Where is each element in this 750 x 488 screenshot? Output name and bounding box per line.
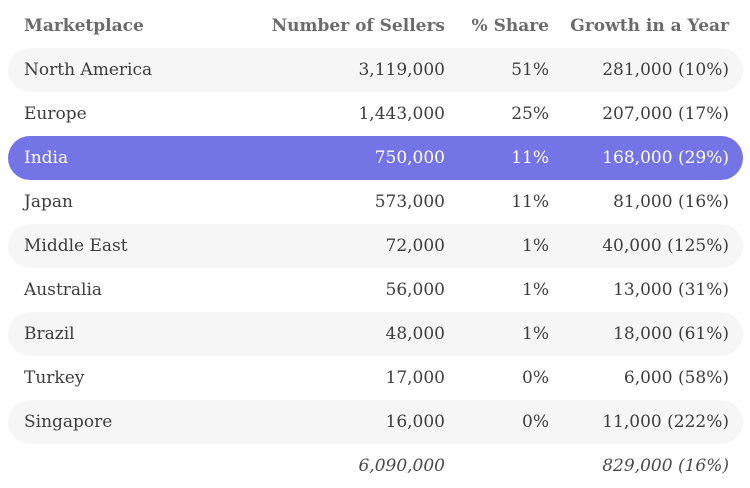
cell-sellers: 16,000 [385,412,445,432]
cell-growth: 168,000 (29%) [602,148,729,168]
table-row-australia: Australia 56,000 1% 13,000 (31%) [8,268,743,312]
cell-sellers: 1,443,000 [358,104,445,124]
cell-marketplace: Australia [24,280,103,300]
total-growth: 829,000 (16%) [602,456,729,476]
cell-sellers: 17,000 [385,368,445,388]
total-sellers: 6,090,000 [358,456,445,476]
cell-growth: 18,000 (61%) [613,324,729,344]
header-share: % Share [471,16,550,36]
cell-sellers: 72,000 [385,236,445,256]
cell-growth: 81,000 (16%) [613,192,729,212]
cell-growth: 281,000 (10%) [602,60,729,80]
cell-marketplace: Brazil [24,324,75,344]
cell-growth: 6,000 (58%) [623,368,729,388]
table-row-singapore: Singapore 16,000 0% 11,000 (222%) [8,400,743,444]
cell-sellers: 750,000 [374,148,445,168]
header-number-of-sellers: Number of Sellers [271,16,445,36]
cell-sellers: 3,119,000 [358,60,445,80]
cell-marketplace: Japan [24,192,73,212]
table-row-brazil: Brazil 48,000 1% 18,000 (61%) [8,312,743,356]
cell-marketplace: India [24,148,69,168]
table-header-row: Marketplace Number of Sellers % Share Gr… [8,4,743,48]
cell-share: 11% [511,192,549,212]
header-growth: Growth in a Year [570,16,729,36]
cell-share: 25% [511,104,549,124]
table-totals-row: 6,090,000 829,000 (16%) [8,444,743,488]
header-marketplace: Marketplace [24,16,144,36]
cell-marketplace: North America [24,60,153,80]
cell-growth: 40,000 (125%) [602,236,729,256]
cell-growth: 13,000 (31%) [613,280,729,300]
cell-share: 1% [522,280,549,300]
cell-share: 51% [511,60,549,80]
cell-marketplace: Turkey [24,368,85,388]
cell-share: 1% [522,236,549,256]
table-row-europe: Europe 1,443,000 25% 207,000 (17%) [8,92,743,136]
cell-growth: 207,000 (17%) [602,104,729,124]
cell-share: 0% [522,412,549,432]
cell-sellers: 573,000 [374,192,445,212]
cell-marketplace: Europe [24,104,87,124]
cell-sellers: 48,000 [385,324,445,344]
cell-share: 0% [522,368,549,388]
table-row-india-highlighted: India 750,000 11% 168,000 (29%) [8,136,743,180]
cell-marketplace: Middle East [24,236,128,256]
cell-share: 1% [522,324,549,344]
sellers-table: Marketplace Number of Sellers % Share Gr… [8,4,743,488]
cell-growth: 11,000 (222%) [602,412,729,432]
table-row-middle-east: Middle East 72,000 1% 40,000 (125%) [8,224,743,268]
cell-sellers: 56,000 [385,280,445,300]
table-row-north-america: North America 3,119,000 51% 281,000 (10%… [8,48,743,92]
table-row-turkey: Turkey 17,000 0% 6,000 (58%) [8,356,743,400]
cell-share: 11% [511,148,549,168]
table-row-japan: Japan 573,000 11% 81,000 (16%) [8,180,743,224]
cell-marketplace: Singapore [24,412,113,432]
